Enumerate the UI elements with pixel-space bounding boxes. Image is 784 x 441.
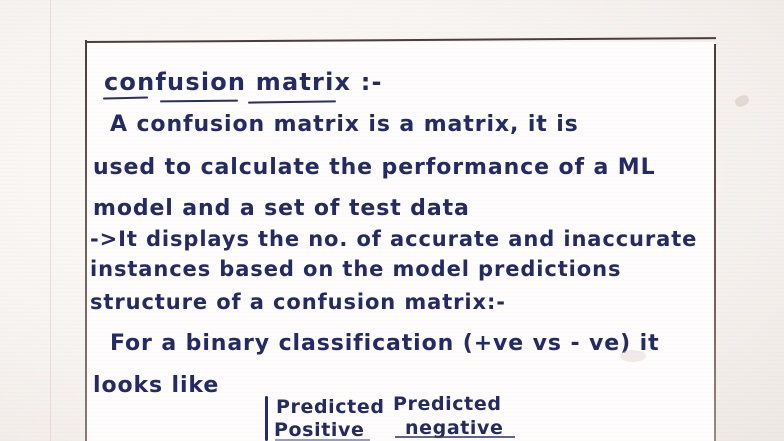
paper-writing-area — [86, 42, 716, 441]
note-line-6: structure of a confusion matrix:- — [90, 290, 506, 314]
negative-header-underline — [395, 436, 515, 438]
note-line-8: looks like — [93, 373, 220, 398]
matrix-header-predicted-positive-line1: Predicted — [276, 396, 385, 418]
matrix-header-predicted-negative-line1: Predicted — [393, 393, 502, 415]
left-margin-rule — [85, 40, 87, 441]
note-line-4: ->It displays the no. of accurate and in… — [90, 227, 698, 251]
matrix-header-predicted-positive-line2: Positive — [274, 419, 365, 441]
faint-margin-rule — [50, 0, 51, 441]
paper-smudge-mid-right — [620, 350, 646, 362]
note-line-7: For a binary classification (+ve vs - ve… — [110, 331, 660, 356]
note-line-1: A confusion matrix is a matrix, it is — [110, 112, 579, 137]
note-line-2: used to calculate the performance of a M… — [93, 155, 656, 180]
right-margin-rule — [714, 44, 716, 441]
note-line-5: instances based on the model predictions — [90, 257, 622, 281]
positive-cell-underline — [275, 439, 370, 441]
matrix-header-predicted-negative-line2: negative — [405, 417, 504, 439]
note-line-3: model and a set of test data — [93, 196, 470, 221]
matrix-vertical-divider — [265, 396, 268, 441]
page-title: confusion matrix :- — [104, 68, 383, 96]
